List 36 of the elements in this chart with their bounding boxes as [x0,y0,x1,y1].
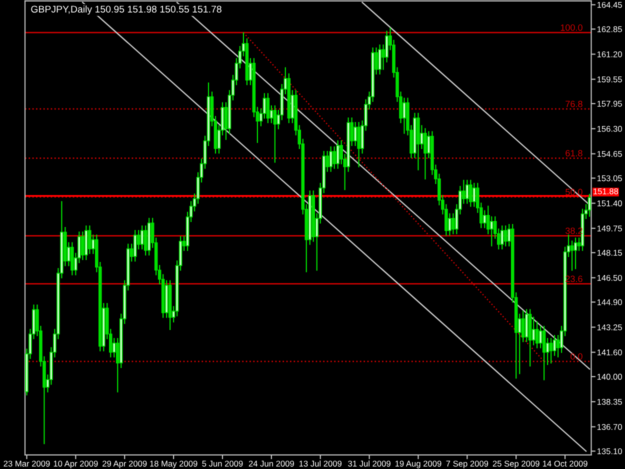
chart-title: GBPJPY,Daily 150.95 151.98 150.55 151.78 [31,5,222,15]
x-tick-label: 23 Mar 2009 [4,460,50,467]
y-tick-label: 141.60 [597,349,622,356]
y-tick-label: 159.55 [597,76,622,82]
x-tick-label: 24 Jun 2009 [248,460,294,467]
x-tick-label: 5 Jun 2009 [202,460,243,467]
x-tick-label: 29 Apr 2009 [102,460,147,468]
y-tick-label: 140.00 [597,374,622,380]
y-tick-label: 143.25 [597,324,622,330]
annotation: 100.0 [560,24,582,31]
x-tick-label: 7 Sep 2009 [446,460,488,468]
y-tick-label: 156.30 [597,126,622,132]
x-tick-label: 19 Aug 2009 [395,460,442,468]
x-tick-label: 13 Jul 2009 [299,460,342,467]
x-tick-label: 18 May 2009 [150,460,198,468]
y-tick-label: 153.05 [597,175,622,182]
annotation: 76.8 [566,100,582,108]
y-tick-label: 135.10 [597,448,622,454]
x-tick-label: 14 Oct 2009 [542,460,588,467]
y-tick-label: 146.50 [597,274,622,281]
y-tick-label: 151.40 [597,200,622,206]
y-tick-label: 138.35 [597,398,622,405]
y-tick-label: 162.85 [597,26,622,32]
y-tick-label: 154.65 [597,150,622,157]
y-tick-label: 144.90 [597,299,622,306]
x-tick-label: 31 Jul 2009 [348,460,390,467]
x-tick-label: 25 Sep 2009 [492,460,540,468]
y-tick-label: 157.95 [597,100,622,107]
ref-line-label: 151.88 [594,188,618,194]
y-tick-label: 149.75 [597,226,622,232]
annotation: 61.8 [566,150,582,156]
y-tick-label: 136.70 [597,424,622,430]
y-tick-label: 161.20 [597,51,622,58]
y-tick-label: 148.15 [597,250,622,256]
x-tick-label: 10 Apr 2009 [54,460,98,468]
y-tick-label: 164.45 [597,2,622,8]
